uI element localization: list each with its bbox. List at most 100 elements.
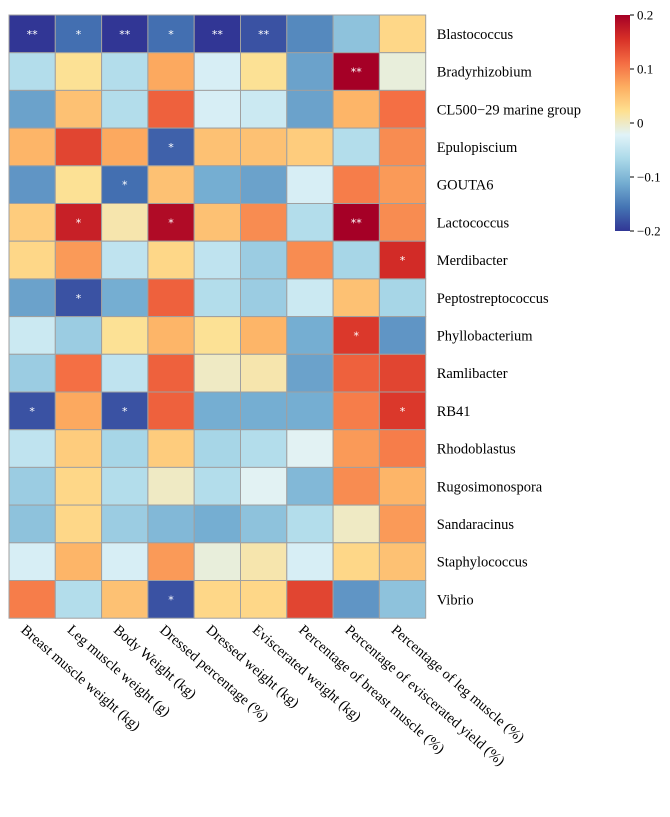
heatmap-cell [54,429,103,468]
heatmap-cell [240,353,288,393]
significance-marks: ** * ** * ** ******* * ****** * ** [27,28,406,606]
heatmap-cell [54,240,103,280]
heatmap-cell [101,504,149,544]
heatmap-cell [378,127,427,167]
heatmap-cell [240,127,288,167]
heatmap-cell [147,89,195,129]
significance-mark: * [29,405,35,418]
heatmap-cell [378,580,427,619]
heatmap-cell [240,466,288,506]
heatmap-cell [332,203,380,242]
heatmap-cell [54,504,103,544]
heatmap-cell [54,89,103,129]
heatmap-cell [147,391,195,431]
heatmap-cell [378,391,427,431]
heatmap-cell [240,580,288,619]
heatmap-cell [332,391,380,431]
heatmap-cell [332,429,380,468]
significance-mark: * [168,593,174,606]
significance-mark: * [76,292,82,305]
row-label: Phyllobacterium [437,328,534,344]
heatmap-cell [332,278,380,318]
heatmap-cell [8,542,56,581]
heatmap-cell [54,278,103,318]
heatmap-cell [378,14,427,54]
colorbar-ticks: 0.2 0.1 0 −0.1 −0.2 [630,8,661,239]
row-label: Vibrio [437,592,474,608]
row-label: Peptostreptococcus [437,291,549,307]
heatmap-cell [101,542,149,581]
heatmap-cell [101,429,149,468]
heatmap-cell [240,316,288,355]
heatmap-cell [193,316,241,355]
heatmap-cell [54,203,103,242]
significance-mark: * [400,254,406,267]
colorbar-tick-label: −0.1 [637,170,661,185]
row-label: Bradyrhizobium [437,65,533,81]
heatmap-cell [101,52,149,91]
row-label: Staphylococcus [437,555,528,571]
heatmap-cell [54,14,103,54]
heatmap-cell [101,580,149,619]
row-label: GOUTA6 [437,178,494,194]
heatmap-cell [240,429,288,468]
heatmap-cell [286,127,334,167]
heatmap-cell [240,504,288,544]
heatmap-cell [8,203,56,242]
heatmap-cell [286,580,334,619]
heatmap-cell [332,466,380,506]
heatmap-cell [54,127,103,167]
row-label: RB41 [437,404,471,420]
heatmap-cell [286,391,334,431]
heatmap-cell [286,542,334,581]
heatmap-cell [286,504,334,544]
heatmap-cell [193,203,241,242]
heatmap-cell [8,580,56,619]
heatmap-cell [193,278,241,318]
heatmap-cell [378,89,427,129]
heatmap-cell [8,278,56,318]
heatmap-cell [8,127,56,167]
heatmap-cell [332,127,380,167]
heatmap-cell [147,278,195,318]
heatmap-cell [193,466,241,506]
row-label: Lactococcus [437,215,510,231]
heatmap-cell [8,89,56,129]
heatmap-cell [240,391,288,431]
significance-mark: ** [351,66,363,79]
heatmap-cell [193,52,241,91]
heatmap-cell [101,203,149,242]
heatmap-cell [147,504,195,544]
heatmap-cell [54,165,103,205]
heatmap-cell [193,127,241,167]
heatmap-cell [54,466,103,506]
heatmap-cell [286,316,334,355]
heatmap-cell [240,542,288,581]
row-labels: Blastococcus Bradyrhizobium CL500−29 marin… [437,27,581,608]
heatmap-cell [101,353,149,393]
heatmap-cell [378,165,427,205]
significance-mark: * [354,329,360,342]
row-label: Blastococcus [437,27,514,43]
heatmap-cell [193,580,241,619]
heatmap-cell [193,429,241,468]
heatmap-cell [147,429,195,468]
heatmap-cell [54,52,103,91]
heatmap-cell [286,278,334,318]
row-label: CL500−29 marine group [437,102,581,118]
significance-mark: ** [258,28,270,41]
heatmap-cell [193,240,241,280]
heatmap-cell [101,127,149,167]
heatmap-cell [240,240,288,280]
heatmap-cell [147,466,195,506]
heatmap-cell [378,466,427,506]
heatmap-cell [286,240,334,280]
column-labels: Breast muscle weight (kg)Leg muscle weig… [18,622,528,769]
row-label: Merdibacter [437,253,508,269]
column-label: Body Weight (kg) [110,622,199,702]
heatmap-cell [54,353,103,393]
heatmap-cell [286,165,334,205]
heatmap-cell [240,165,288,205]
heatmap-cell [101,391,149,431]
heatmap-cell [147,127,195,167]
